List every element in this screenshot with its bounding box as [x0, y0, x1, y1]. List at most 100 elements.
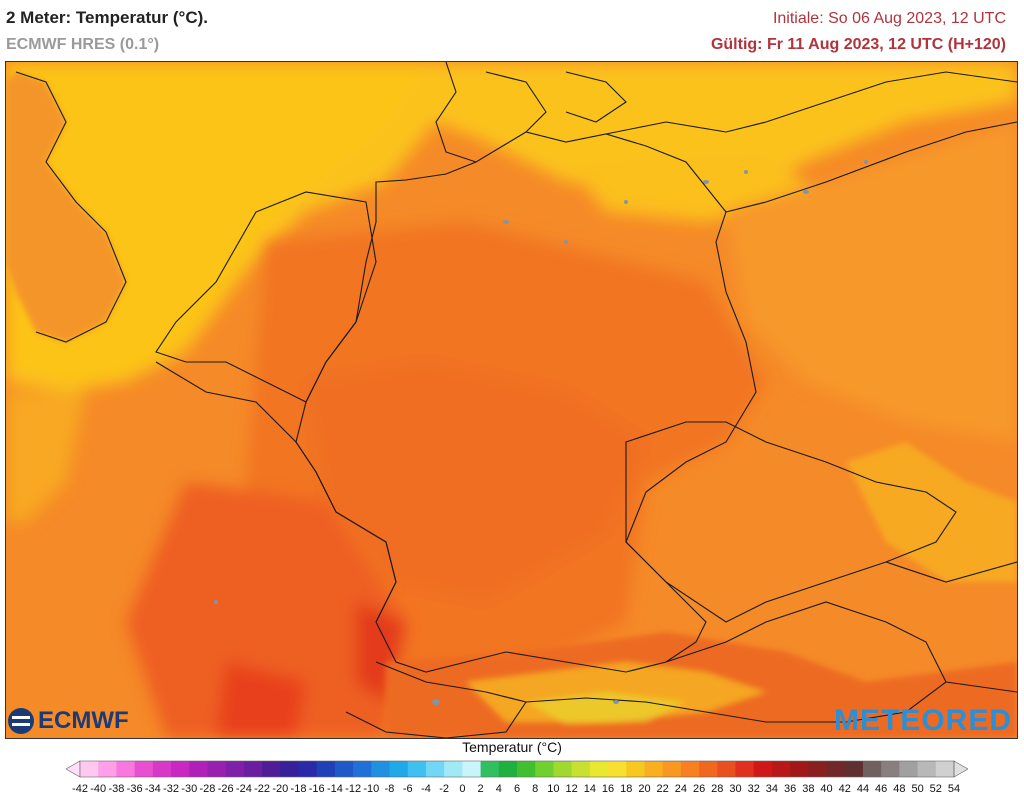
ecmwf-globe-icon — [8, 708, 34, 734]
legend-swatch — [498, 761, 518, 777]
legend-swatch — [280, 761, 299, 777]
country-borders — [15, 62, 1017, 738]
legend-swatch — [171, 761, 190, 777]
legend-tick-label: 34 — [765, 783, 779, 795]
legend-swatch — [316, 761, 336, 777]
legend-tick-label: -14 — [326, 783, 343, 795]
legend-tick-label: 6 — [513, 783, 521, 795]
legend-tick-label: -18 — [290, 783, 307, 795]
meteored-logo: METEORED — [833, 704, 1012, 737]
legend-tick-label: -26 — [217, 783, 234, 795]
legend-tick-label: -32 — [163, 783, 179, 795]
legend-swatch — [771, 761, 791, 777]
legend-tick-label: 16 — [601, 783, 615, 795]
legend-swatch — [298, 761, 318, 777]
legend-tick-label: 20 — [638, 783, 651, 795]
legend-swatch — [189, 761, 208, 777]
legend-swatch — [626, 761, 645, 777]
legend-tick-label: -20 — [272, 783, 289, 795]
legend-swatch — [644, 761, 664, 777]
legend-tick-labels: -42 -40 -38 -36 -34 -32 -30 -28 -26 -24 -22 -20 -18-… — [0, 783, 1024, 797]
legend-swatch — [407, 761, 427, 777]
legend-tick-label: -28 — [199, 783, 216, 795]
legend-tick-label: 0 — [459, 783, 466, 795]
legend-swatch — [207, 761, 227, 777]
legend-tick-label: -24 — [235, 783, 252, 795]
legend-swatch — [535, 761, 554, 777]
great-britain-landmass — [6, 72, 126, 342]
legend-swatch — [262, 761, 281, 777]
map-canvas — [6, 62, 1017, 738]
legend-tick-label: 4 — [495, 783, 502, 795]
legend-tick-label: 12 — [565, 783, 578, 795]
legend-swatch — [480, 761, 500, 777]
legend-swatch — [116, 761, 136, 777]
legend-tick-label: 28 — [711, 783, 724, 795]
legend-swatch — [553, 761, 573, 777]
legend-tick-label: 8 — [532, 783, 539, 795]
legend-swatch — [571, 761, 591, 777]
legend-tick-label: -22 — [254, 783, 271, 795]
legend-tick-label: 10 — [547, 783, 560, 795]
southwest-hot-zone — [126, 482, 406, 738]
legend-tick-label: 24 — [674, 783, 687, 795]
legend-swatch — [371, 761, 391, 777]
legend-swatch — [589, 761, 609, 777]
init-time: Initiale: So 06 Aug 2023, 12 UTC — [772, 10, 1006, 27]
legend-swatch — [389, 761, 409, 777]
legend-swatch — [808, 761, 828, 777]
valid-time: Gültig: Fr 11 Aug 2023, 12 UTC (H+120) — [710, 36, 1006, 53]
legend-tick-label: -30 — [181, 783, 198, 795]
legend-tick-label: -38 — [108, 783, 125, 795]
legend-tick-label: 38 — [802, 783, 815, 795]
legend-tick-label: -4 — [421, 783, 431, 795]
legend-tick-label: 14 — [583, 783, 596, 795]
legend-tick-label: -10 — [363, 783, 380, 795]
map-title: 2 Meter: Temperatur (°C). — [6, 8, 209, 27]
legend-border — [79, 760, 955, 778]
legend-swatch — [699, 761, 718, 777]
legend-swatch — [517, 761, 536, 777]
legend-title: Temperatur (°C) — [462, 739, 562, 755]
legend-swatch — [80, 761, 99, 777]
legend-swatch — [334, 761, 354, 777]
legend-swatch — [462, 761, 482, 777]
legend-tick-label: 18 — [620, 783, 633, 795]
model-name: ECMWF HRES (0.1°) — [6, 36, 160, 53]
legend-tick-label: 22 — [656, 783, 669, 795]
legend-tick-label: 32 — [747, 783, 760, 795]
poland-warm-zone — [726, 122, 1017, 442]
legend-swatch — [225, 761, 245, 777]
legend-swatch — [608, 761, 627, 777]
legend-swatch — [243, 761, 263, 777]
legend-swatch — [899, 761, 919, 777]
legend-swatch — [735, 761, 755, 777]
legend-tick-label: 2 — [477, 783, 484, 795]
legend-tick-label: -40 — [90, 783, 107, 795]
legend-swatch — [717, 761, 736, 777]
legend-tick-label: 50 — [911, 783, 924, 795]
legend-tick-label: 52 — [929, 783, 942, 795]
legend-tick-label: -12 — [345, 783, 362, 795]
legend-swatch — [444, 761, 463, 777]
legend-tick-label: -36 — [126, 783, 143, 795]
legend-swatch — [134, 761, 154, 777]
legend-tick-label: 30 — [729, 783, 742, 795]
legend-tick-label: 54 — [947, 783, 961, 795]
legend-tick-label: -42 — [72, 783, 88, 795]
legend-swatch — [790, 761, 809, 777]
legend-tick-label: 42 — [838, 783, 851, 795]
ecmwf-logo: ECMWF — [8, 706, 129, 736]
legend-tick-label: -16 — [308, 783, 325, 795]
legend-swatch — [753, 761, 773, 777]
legend-tick-label: -34 — [144, 783, 161, 795]
legend-swatch — [152, 761, 172, 777]
lakes — [214, 160, 868, 705]
legend-min-arrow — [66, 760, 81, 778]
legend-swatch — [662, 761, 682, 777]
temperature-map[interactable] — [5, 61, 1018, 739]
legend-tick-label: 36 — [784, 783, 797, 795]
legend-swatch — [425, 761, 445, 777]
legend-swatch — [826, 761, 846, 777]
legend-tick-label: -6 — [402, 783, 413, 795]
